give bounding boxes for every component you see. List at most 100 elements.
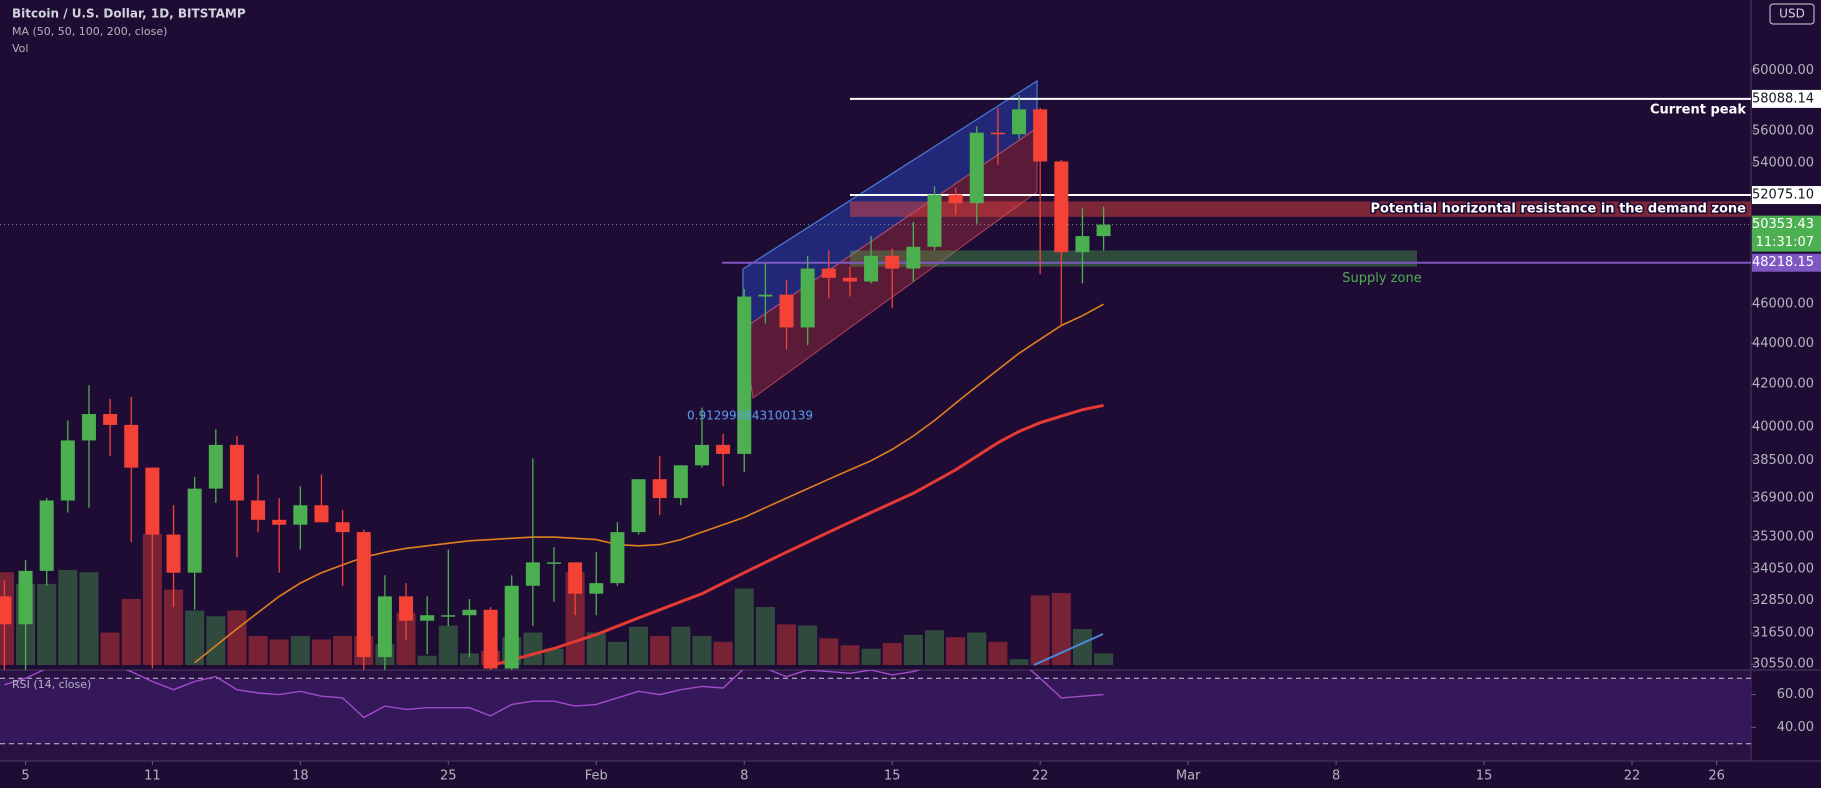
peak-label: Current peak xyxy=(1650,102,1746,117)
candle-body xyxy=(208,444,223,489)
candle-body xyxy=(103,414,118,425)
moving-average xyxy=(194,303,1104,664)
volume-bar xyxy=(333,636,353,665)
x-tick-label: 26 xyxy=(1708,769,1725,784)
fib-label: 0.912996843100139 xyxy=(687,409,813,423)
volume-bar xyxy=(417,655,437,665)
candle-body xyxy=(335,522,350,533)
candle-body xyxy=(525,562,540,586)
candle-body xyxy=(927,194,942,247)
candle-body xyxy=(229,444,244,501)
rsi-label: RSI (14, close) xyxy=(12,678,91,691)
level-label: 52075.10 xyxy=(1752,188,1814,203)
volume-bar xyxy=(924,630,944,665)
volume-bar xyxy=(692,636,712,665)
chart-title: Bitcoin / U.S. Dollar, 1D, BITSTAMP xyxy=(12,7,246,21)
volume-bar xyxy=(629,626,649,665)
candle-body xyxy=(166,534,181,573)
volume-bar xyxy=(523,632,543,665)
candle-body xyxy=(589,583,604,594)
candle-body xyxy=(18,570,33,625)
candle-body xyxy=(1012,109,1027,135)
x-tick-label: Mar xyxy=(1176,769,1201,784)
rsi-tick-label: 40.00 xyxy=(1777,720,1814,735)
candle-body xyxy=(504,585,519,669)
y-tick-label: 38500.00 xyxy=(1752,453,1814,468)
candle-body xyxy=(800,268,815,328)
candle-body xyxy=(864,255,879,282)
y-tick-label: 31650.00 xyxy=(1752,626,1814,641)
candle-body xyxy=(547,562,561,564)
volume-bar xyxy=(79,572,99,665)
candle-body xyxy=(758,294,773,297)
candle-body xyxy=(885,255,900,269)
candle-body xyxy=(990,132,1005,135)
rsi-line xyxy=(4,670,1104,719)
candle-body xyxy=(948,194,963,204)
indicator-label: Vol xyxy=(12,42,28,55)
volume-bar xyxy=(755,607,775,665)
y-tick-label: 35300.00 xyxy=(1752,530,1814,545)
candle-body xyxy=(821,268,836,278)
volume-bar xyxy=(58,569,78,665)
candle-body xyxy=(0,596,12,625)
currency[interactable]: USD xyxy=(1779,7,1805,21)
candle-body xyxy=(314,505,329,523)
candle-body xyxy=(81,414,96,441)
candle-body xyxy=(39,500,54,571)
x-tick-label: 8 xyxy=(740,769,748,784)
y-tick-label: 36900.00 xyxy=(1752,491,1814,506)
rsi-band xyxy=(0,678,1751,744)
zone-label: Potential horizontal resistance in the d… xyxy=(1370,202,1746,217)
level-label: 48218.15 xyxy=(1752,255,1814,270)
x-tick-label: 25 xyxy=(440,769,457,784)
volume-bar xyxy=(185,610,205,665)
x-tick-label: 15 xyxy=(884,769,901,784)
volume-bar xyxy=(1051,593,1071,665)
rsi-tick-label: 60.00 xyxy=(1777,687,1814,702)
candle-body xyxy=(356,532,371,658)
candle-body xyxy=(568,562,583,594)
volume-bar xyxy=(1030,595,1050,665)
candle-body xyxy=(1096,224,1111,237)
volume-bar xyxy=(671,626,691,665)
y-tick-label: 44000.00 xyxy=(1752,336,1814,351)
volume-bar xyxy=(967,632,987,665)
volume-bar xyxy=(269,639,289,665)
y-tick-label: 54000.00 xyxy=(1752,156,1814,171)
volume-bar xyxy=(798,625,818,665)
candle-body xyxy=(420,615,435,621)
countdown: 11:31:07 xyxy=(1756,235,1814,250)
x-tick-label: 8 xyxy=(1332,769,1340,784)
volume-bar xyxy=(819,638,839,665)
candle-body xyxy=(377,596,392,658)
candle-body xyxy=(251,500,266,520)
last-price-label: 50353.43 xyxy=(1752,217,1814,232)
candle-body xyxy=(399,596,414,621)
y-tick-label: 42000.00 xyxy=(1752,377,1814,392)
x-tick-label: Feb xyxy=(585,769,608,784)
volume-bar xyxy=(713,641,733,665)
y-tick-label: 46000.00 xyxy=(1752,297,1814,312)
volume-trendline xyxy=(1033,633,1104,666)
candle-body xyxy=(673,465,688,499)
volume-bar xyxy=(882,642,902,665)
volume-bar xyxy=(438,625,458,665)
candle-body xyxy=(842,277,857,282)
x-tick-label: 11 xyxy=(144,769,161,784)
x-tick-label: 15 xyxy=(1476,769,1493,784)
candle-body xyxy=(187,488,202,573)
volume-bar xyxy=(121,598,141,665)
candle-body xyxy=(737,296,752,454)
candle-body xyxy=(462,609,477,616)
zone xyxy=(850,250,1417,267)
zone xyxy=(850,201,1751,217)
moving-average xyxy=(490,403,1104,668)
currency-box[interactable] xyxy=(1769,3,1815,25)
x-tick-label: 18 xyxy=(292,769,309,784)
candle-body xyxy=(441,615,456,617)
y-tick-label: 32850.00 xyxy=(1752,593,1814,608)
candle-body xyxy=(631,479,646,533)
